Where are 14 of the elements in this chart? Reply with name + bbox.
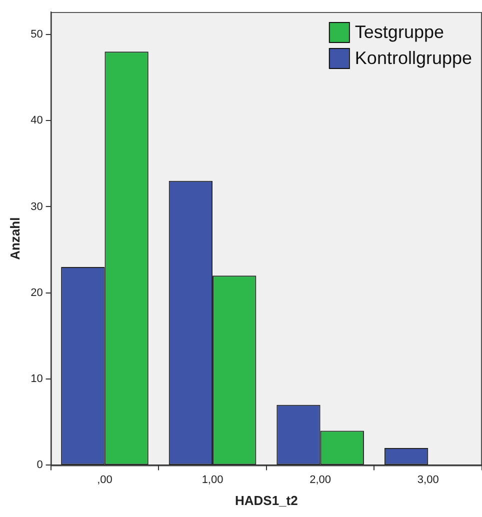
- legend-label: Testgruppe: [354, 22, 444, 42]
- y-tick-label: 40: [30, 114, 43, 127]
- x-tick-label: 2,00: [310, 474, 332, 486]
- y-tick-label: 50: [30, 28, 43, 40]
- x-tick-label: 1,00: [202, 474, 224, 486]
- y-tick-label: 10: [30, 373, 43, 386]
- x-axis-title: HADS1_t2: [234, 492, 298, 508]
- x-tick-label: ,00: [97, 474, 112, 486]
- y-axis-title: Anzahl: [7, 217, 22, 260]
- y-tick-label: 30: [30, 200, 43, 213]
- x-tick-label: 3,00: [417, 474, 439, 486]
- y-tick-label: 0: [36, 459, 43, 472]
- legend-label: Kontrollgruppe: [354, 48, 472, 68]
- y-tick-label: 20: [30, 286, 43, 299]
